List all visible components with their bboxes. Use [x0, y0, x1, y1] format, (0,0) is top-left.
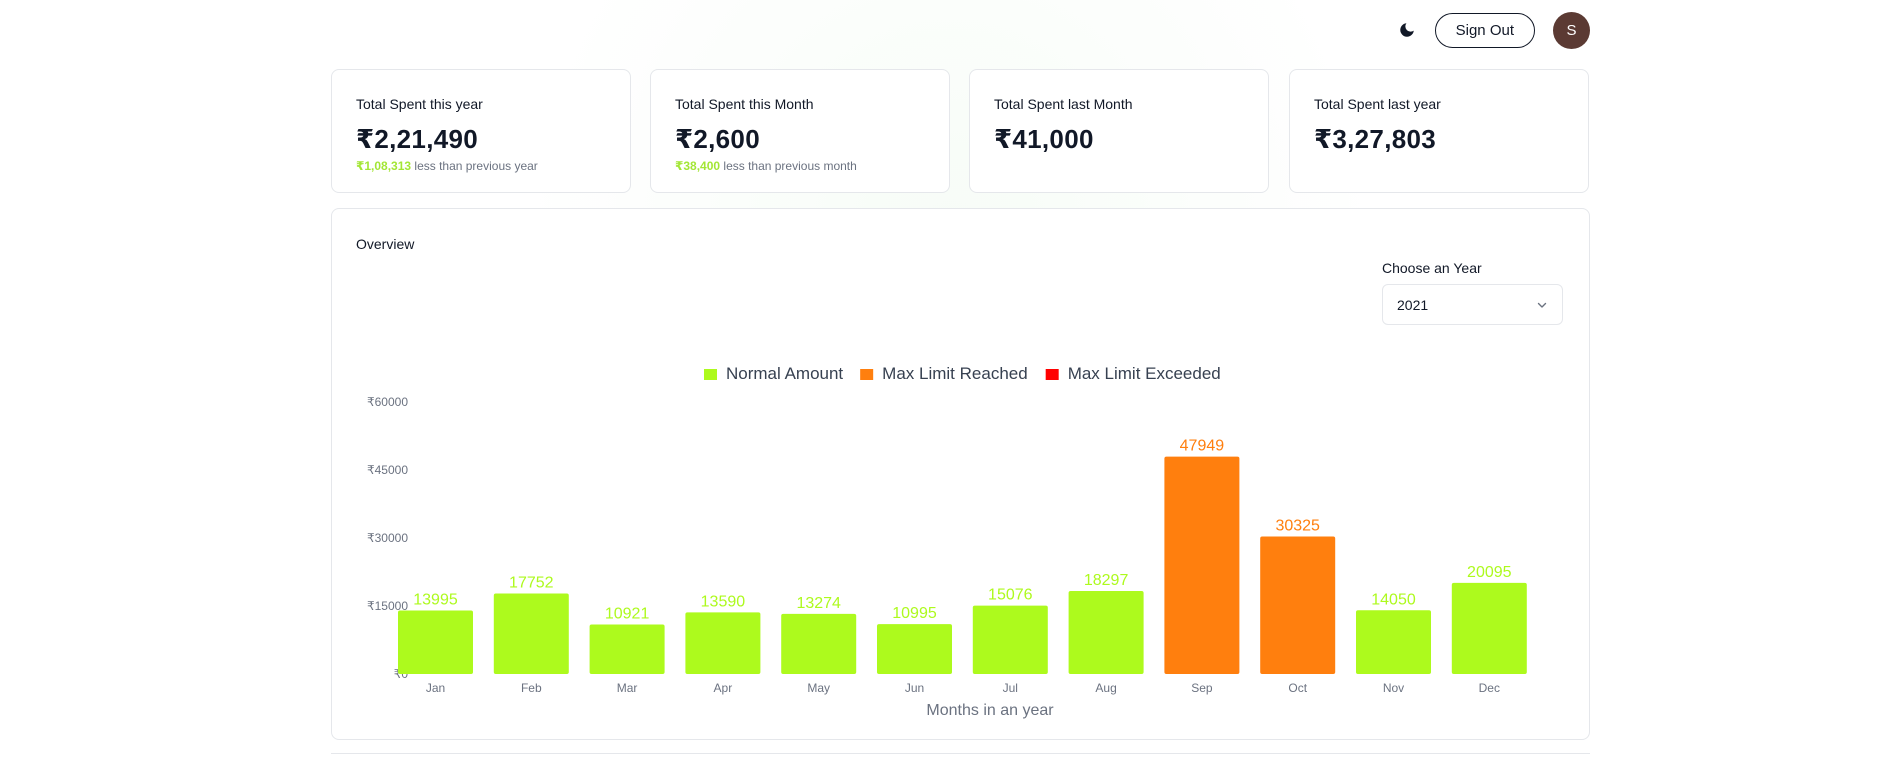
legend-swatch: [704, 369, 717, 380]
card-value: ₹3,27,803: [1314, 124, 1436, 154]
card-value: ₹2,600: [675, 124, 760, 154]
bar-value-label: 47949: [1180, 438, 1225, 455]
y-tick-label: ₹45000: [367, 463, 408, 477]
bar-value-label: 13274: [796, 595, 841, 612]
year-select-value: 2021: [1397, 296, 1429, 313]
x-tick-label: Oct: [1288, 681, 1307, 695]
y-tick-label: ₹60000: [367, 395, 408, 409]
bar: [781, 613, 857, 674]
bar: [1164, 456, 1240, 674]
x-tick-label: Aug: [1095, 681, 1116, 695]
bar-value-label: 13995: [413, 592, 458, 609]
bar-value-label: 14050: [1371, 591, 1416, 608]
card-spent-last-month: Total Spent last Month ₹41,000: [969, 69, 1269, 193]
bar: [1260, 536, 1336, 674]
x-tick-label: Mar: [617, 681, 638, 695]
comparison-amount: ₹1,08,313: [356, 159, 412, 173]
bar: [972, 605, 1048, 674]
legend-swatch: [1045, 369, 1059, 380]
bar: [1356, 610, 1431, 674]
legend-label: Normal Amount: [726, 364, 843, 383]
bar: [685, 612, 761, 674]
bar-value-label: 10921: [605, 605, 650, 622]
y-tick-label: ₹15000: [367, 599, 408, 613]
bar-value-label: 30325: [1275, 518, 1320, 535]
bar-value-label: 13590: [701, 593, 746, 610]
card-comparison: ₹38,400 less than previous month: [675, 159, 925, 173]
bar-value-label: 20095: [1467, 564, 1512, 581]
bar: [589, 624, 665, 674]
card-comparison: ₹1,08,313 less than previous year: [356, 159, 606, 173]
bar: [1451, 582, 1527, 674]
card-spent-last-year: Total Spent last year ₹3,27,803: [1289, 69, 1589, 193]
x-tick-label: Jan: [426, 681, 445, 695]
card-title: Total Spent this year: [356, 96, 483, 112]
card-value: ₹2,21,490: [356, 124, 478, 154]
bar-value-label: 15076: [988, 587, 1033, 604]
overview-panel: Overview Choose an Year 2021 Normal Amou…: [331, 208, 1590, 740]
overview-title: Overview: [356, 236, 415, 252]
card-spent-this-year: Total Spent this year ₹2,21,490 ₹1,08,31…: [331, 69, 631, 193]
x-tick-label: Nov: [1383, 681, 1404, 695]
bar: [493, 593, 569, 674]
x-axis-title: Months in an year: [926, 702, 1054, 719]
moon-icon-graphic: [1399, 23, 1414, 37]
comparison-text: less than previous month: [720, 159, 857, 173]
bar: [877, 624, 952, 674]
x-tick-label: Dec: [1479, 681, 1500, 695]
bar-value-label: 18297: [1084, 572, 1129, 589]
card-title: Total Spent last Month: [994, 96, 1133, 112]
bar: [1068, 591, 1144, 674]
x-tick-label: Feb: [521, 681, 542, 695]
comparison-amount: ₹38,400: [675, 159, 721, 173]
legend-swatch: [860, 369, 874, 380]
chevron-down-icon: [1537, 302, 1547, 308]
bar-value-label: 10995: [892, 605, 937, 622]
bottom-divider: [331, 753, 1590, 754]
year-select[interactable]: 2021: [1382, 284, 1563, 325]
y-tick-label: ₹30000: [367, 531, 408, 545]
avatar[interactable]: S: [1553, 11, 1590, 49]
bar-chart: Normal Amount Max Limit Reached Max Limit …: [367, 364, 1527, 719]
x-tick-label: May: [807, 681, 830, 695]
legend-label: Max Limit Reached: [882, 364, 1028, 383]
comparison-text: less than previous year: [411, 159, 538, 173]
card-title: Total Spent this Month: [675, 96, 814, 112]
card-value: ₹41,000: [994, 124, 1094, 154]
card-title: Total Spent last year: [1314, 96, 1441, 112]
legend-label: Max Limit Exceeded: [1068, 364, 1221, 383]
card-spent-this-month: Total Spent this Month ₹2,600 ₹38,400 le…: [650, 69, 950, 193]
x-tick-label: Jul: [1003, 681, 1018, 695]
top-bar: Sign Out S: [1390, 11, 1590, 49]
bar-value-label: 17752: [509, 575, 554, 592]
sign-out-button[interactable]: Sign Out: [1434, 12, 1535, 48]
x-tick-label: Jun: [905, 681, 924, 695]
x-tick-label: Sep: [1191, 681, 1213, 695]
year-select-label: Choose an Year: [1382, 260, 1482, 276]
bar: [398, 610, 473, 674]
moon-icon[interactable]: [1397, 20, 1417, 40]
x-tick-label: Apr: [714, 681, 733, 695]
